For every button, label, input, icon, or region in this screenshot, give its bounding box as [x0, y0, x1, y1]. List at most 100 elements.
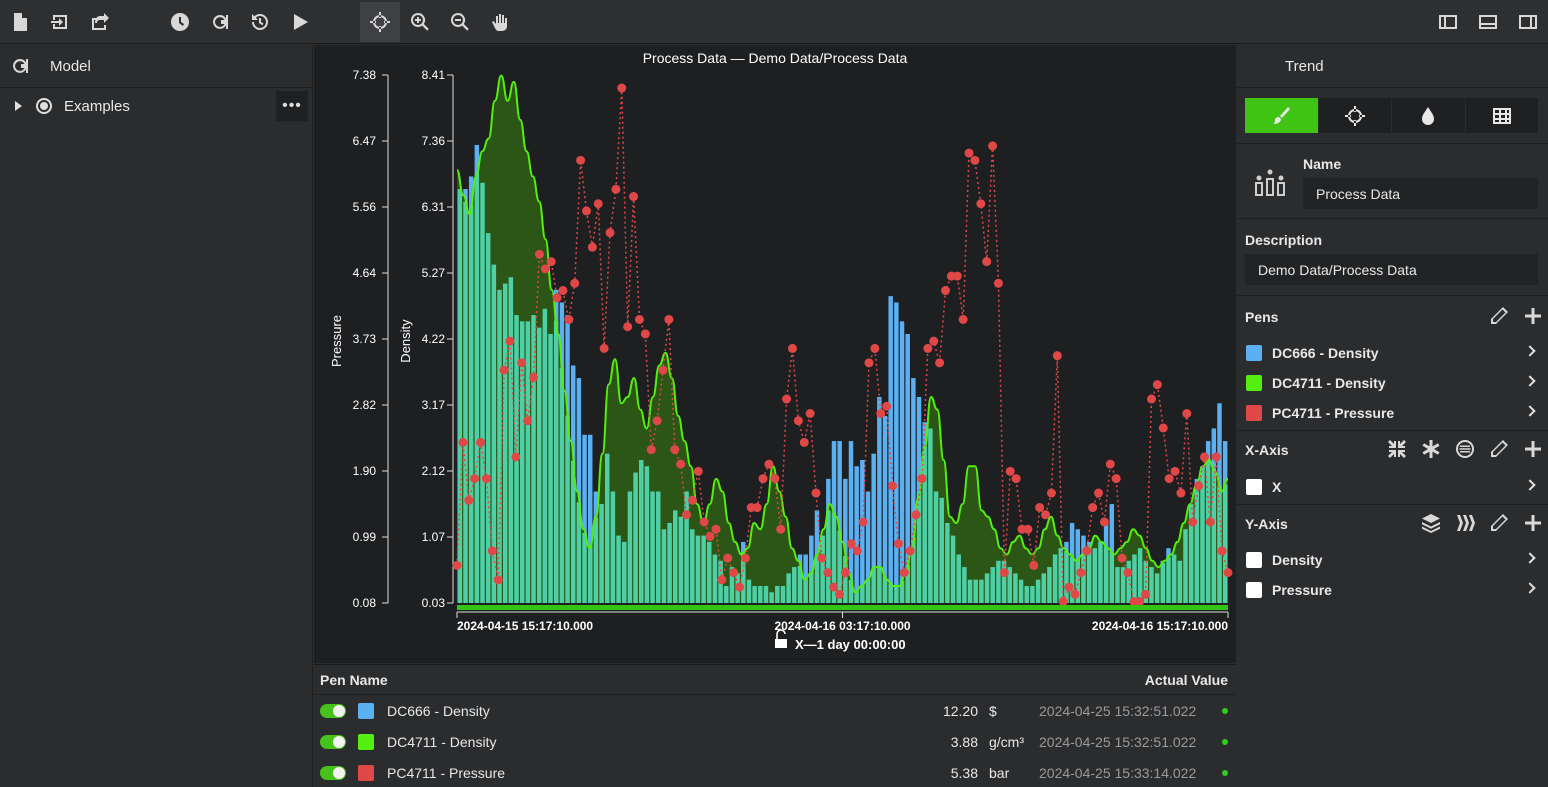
tab-table[interactable]	[1465, 98, 1538, 133]
chart-svg[interactable]: Process Data — Demo Data/Process Data 7.3…	[314, 45, 1236, 663]
more-button[interactable]: •••	[276, 91, 308, 121]
overlap-bar	[848, 579, 854, 603]
caret-right-icon[interactable]	[15, 101, 22, 111]
crosshair-button[interactable]	[360, 2, 400, 42]
overlap-bar	[565, 415, 570, 603]
name-field[interactable]: Process Data	[1303, 178, 1538, 209]
import-button[interactable]	[40, 2, 80, 42]
new-file-button[interactable]	[0, 2, 40, 42]
tree-item-examples[interactable]: Examples •••	[0, 89, 312, 123]
tab-color[interactable]	[1392, 98, 1465, 133]
plus-icon[interactable]	[1522, 305, 1544, 327]
pen-visibility-toggle[interactable]	[320, 765, 346, 780]
pc4711-point	[940, 286, 950, 296]
layers-icon[interactable]	[1420, 512, 1442, 534]
chevron-right-icon[interactable]	[1524, 345, 1536, 357]
plus-icon[interactable]	[1522, 512, 1544, 534]
description-field[interactable]: Demo Data/Process Data	[1245, 254, 1538, 285]
dc666-bar	[860, 459, 865, 603]
chevron-right-icon[interactable]	[1524, 375, 1536, 387]
pc4711-point	[1211, 452, 1221, 462]
compress-icon[interactable]	[1386, 438, 1408, 460]
radio-icon	[36, 98, 52, 114]
overlap-bar	[457, 189, 463, 603]
overlap-bar	[1188, 504, 1194, 603]
pen-color-swatch[interactable]	[358, 702, 374, 719]
layout-bottom-icon	[1479, 15, 1497, 29]
pc4711-point	[1082, 546, 1092, 556]
pc4711-point	[476, 437, 486, 447]
plus-icon[interactable]	[1522, 438, 1544, 460]
pc4711-point	[505, 336, 515, 346]
overlap-bar	[1064, 550, 1069, 603]
xaxis-item[interactable]: X	[1237, 472, 1548, 502]
pen-color-swatch[interactable]	[358, 733, 374, 750]
overlap-bar	[548, 333, 553, 603]
pc4711-point	[1146, 394, 1156, 404]
overlap-bar	[553, 320, 559, 603]
pen-table-row[interactable]: PC4711 - Pressure 5.38 bar 2024-04-25 15:33…	[314, 757, 1236, 787]
pen-item[interactable]: DC4711 - Density	[1237, 368, 1548, 398]
layout-bottom-button[interactable]	[1468, 2, 1508, 42]
dc666-bar	[848, 441, 854, 603]
pen-color-swatch[interactable]	[358, 764, 374, 781]
tab-style[interactable]	[1245, 98, 1318, 133]
chevron-right-icon[interactable]	[1524, 552, 1536, 564]
overlap-bar	[1109, 552, 1115, 603]
overlap-bar	[684, 491, 689, 603]
chevron-right-icon[interactable]	[1524, 582, 1536, 594]
pc4711-point	[1176, 488, 1186, 498]
chevron-right-icon[interactable]	[1524, 479, 1536, 491]
yaxis-header: Y-Axis	[1237, 506, 1548, 542]
pen-table-row[interactable]: DC666 - Density 12.20 $2024-04-25 15:32:51…	[314, 695, 1236, 726]
pen-item[interactable]: DC666 - Density	[1237, 338, 1548, 368]
yaxis-item[interactable]: Density	[1237, 545, 1548, 575]
overlap-bar	[497, 289, 502, 603]
pencil-icon[interactable]	[1488, 305, 1510, 327]
pc4711-point	[623, 322, 633, 332]
model-title: Model	[50, 57, 91, 75]
pan-button[interactable]	[480, 2, 520, 42]
pen-visibility-toggle[interactable]	[320, 703, 346, 718]
reload-icon	[252, 13, 268, 30]
yaxis-item[interactable]: Pressure	[1237, 575, 1548, 605]
pc4711-point	[1111, 474, 1121, 484]
pc4711-point	[999, 568, 1009, 578]
refresh-button[interactable]	[200, 2, 240, 42]
pc4711-point	[852, 546, 862, 556]
trend-panel: Trend Name Process Data Description Demo…	[1237, 45, 1548, 787]
layout-left-icon	[1439, 15, 1457, 29]
refresh-icon[interactable]	[10, 56, 30, 76]
chevron-right-icon[interactable]	[1524, 405, 1536, 417]
model-header: Model	[0, 45, 312, 88]
pencil-icon[interactable]	[1488, 512, 1510, 534]
stacked-axes-icon[interactable]	[1454, 512, 1476, 534]
pc4711-point	[858, 517, 868, 527]
zoom-out-button[interactable]	[440, 2, 480, 42]
pc4711-point	[634, 314, 644, 324]
pen-item[interactable]: PC4711 - Pressure	[1237, 398, 1548, 428]
layout-left-button[interactable]	[1428, 2, 1468, 42]
tab-cursor[interactable]	[1318, 98, 1391, 133]
reload-button[interactable]	[240, 2, 280, 42]
overlap-bar	[1160, 562, 1166, 603]
export-button[interactable]	[80, 2, 120, 42]
trend-chart[interactable]: Process Data — Demo Data/Process Data 7.3…	[314, 45, 1236, 663]
pen-visibility-toggle[interactable]	[320, 734, 346, 749]
zoom-in-button[interactable]	[400, 2, 440, 42]
pc4711-point	[1117, 553, 1127, 563]
lines-circle-icon[interactable]	[1454, 438, 1476, 460]
pc4711-point	[464, 495, 474, 505]
overlap-bar	[945, 522, 950, 603]
pen-table-row[interactable]: DC4711 - Density 3.88 g/cm³ 2024-04-25 15:3…	[314, 726, 1236, 757]
pencil-icon[interactable]	[1488, 438, 1510, 460]
layout-right-button[interactable]	[1508, 2, 1548, 42]
pen-color-swatch	[1246, 405, 1262, 421]
overlap-bar	[1024, 585, 1029, 603]
pc4711-point	[517, 358, 527, 368]
asterisk-icon[interactable]	[1420, 438, 1442, 460]
pc4711-point	[929, 336, 939, 346]
play-button[interactable]	[280, 2, 320, 42]
history-button[interactable]	[160, 2, 200, 42]
pens-header: Pens	[1237, 299, 1548, 335]
